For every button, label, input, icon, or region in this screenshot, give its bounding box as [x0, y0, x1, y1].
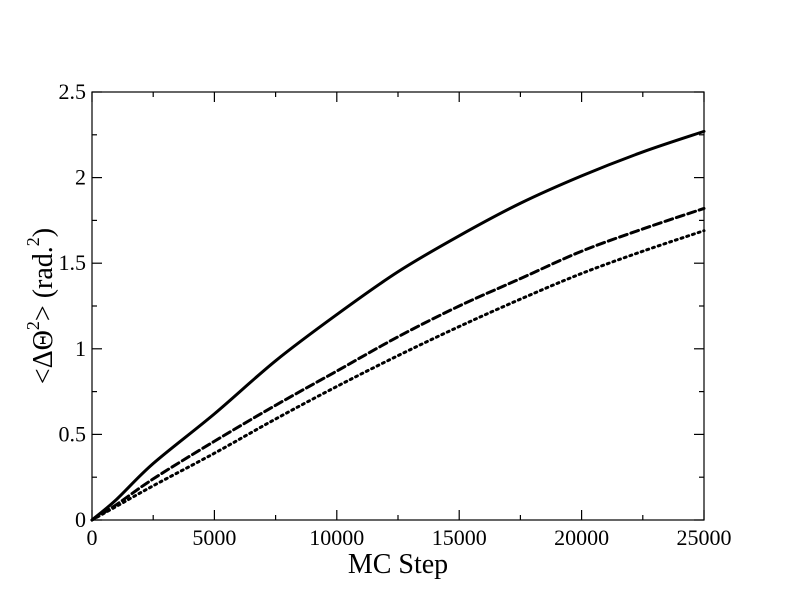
plot-frame — [91, 91, 705, 521]
ticks-layer: 0 5000 10000 15000 20000 25000 0 0.5 1 1.5 2 2.5 — [59, 79, 732, 550]
y-tick-label: 0.5 — [59, 421, 87, 446]
x-tick-label: 20000 — [554, 525, 609, 550]
x-tick-label: 25000 — [677, 525, 732, 550]
y-axis-title-prefix: <ΔΘ — [28, 330, 59, 384]
series-layer — [90, 129, 706, 522]
svg-text:<ΔΘ2> (rad.2): <ΔΘ2> (rad.2) — [23, 228, 59, 384]
y-tick-label: 1.5 — [59, 250, 87, 275]
y-axis-title-suffix: ) — [28, 228, 59, 237]
x-tick-label: 5000 — [192, 525, 236, 550]
series-line-solid — [90, 129, 706, 522]
y-axis-title-sup1: 2 — [23, 321, 43, 330]
y-axis-title-sup2: 2 — [23, 237, 43, 246]
y-tick-label: 0 — [75, 507, 86, 532]
y-axis-title: <ΔΘ2> (rad.2) — [23, 228, 59, 384]
x-axis-title: MC Step — [348, 549, 448, 580]
series-line-dashed — [90, 206, 706, 522]
y-tick-label: 2.5 — [59, 79, 87, 104]
y-tick-label: 1 — [75, 336, 86, 361]
y-tick-label: 2 — [75, 165, 86, 190]
y-axis-title-mid: > (rad. — [28, 246, 59, 321]
x-tick-label: 0 — [87, 525, 98, 550]
x-tick-label: 15000 — [432, 525, 487, 550]
series-line-dotted — [90, 229, 706, 522]
x-tick-label: 10000 — [309, 525, 364, 550]
